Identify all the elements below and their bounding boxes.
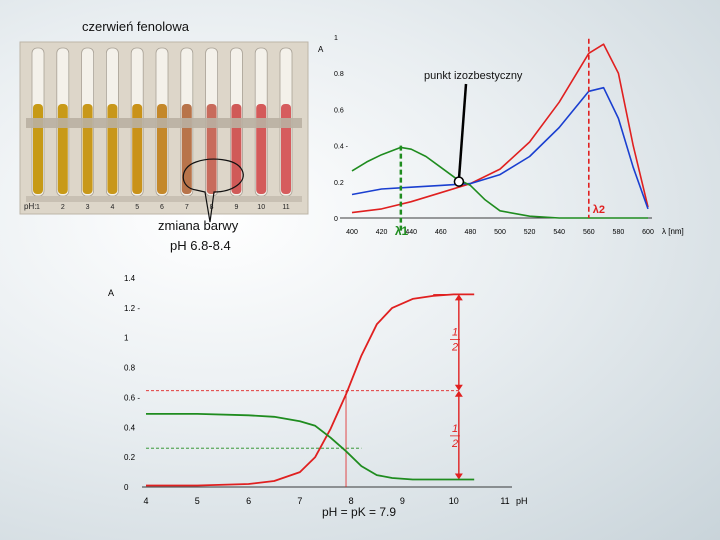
- lower-half-fraction-denominator: 2: [451, 438, 458, 450]
- ph-chart-x-tick: 6: [246, 496, 251, 506]
- ph-row-tick: 1: [36, 204, 40, 211]
- spectrum-x-tick: 560: [583, 229, 595, 236]
- ph-chart-series-line-2: [146, 413, 475, 481]
- spectrum-x-tick: 540: [553, 229, 565, 236]
- lambda2-label: λ2: [593, 204, 605, 216]
- spectrum-y-tick: 0: [334, 216, 338, 223]
- spectrum-x-tick: 580: [613, 229, 625, 236]
- ph-row-tick: 9: [234, 204, 238, 211]
- ph-row-ticks: 1 2 3 4 5 6 7 8 9 10 11: [36, 204, 290, 211]
- spectrum-x-tick: 600: [642, 229, 654, 236]
- ph-chart-y-tick: 0.8: [124, 364, 136, 373]
- upper-half-fraction-numerator: 1: [452, 327, 458, 339]
- ph-chart-y-tick: 1: [124, 334, 129, 343]
- ph-chart-y-tick: 0.6 -: [124, 393, 140, 402]
- spectrum-x-axis-label: λ [nm]: [662, 227, 684, 236]
- ph-chart-y-tick: 1.4: [124, 274, 136, 283]
- isosbestic-label: punkt izozbestyczny: [424, 70, 523, 82]
- spectrum-y-tick: 1: [334, 35, 338, 42]
- ph-row-tick: 5: [135, 204, 139, 211]
- ph-range-label: pH 6.8-8.4: [170, 238, 231, 253]
- spectrum-markers: λ1 λ2: [395, 38, 605, 238]
- ph-chart-x-tick: 4: [143, 496, 148, 506]
- ph-row-tick: 7: [185, 204, 189, 211]
- ph-chart-x-tick: 11: [500, 496, 509, 506]
- spectrum-y-tick: 0.6: [334, 107, 344, 114]
- rack-shelf: [26, 196, 302, 202]
- upper-half-arrow-head-bottom: [454, 384, 463, 391]
- ph-row-tick: 4: [110, 204, 114, 211]
- ph-row-tick: 2: [61, 204, 65, 211]
- spectrum-x-tick: 460: [435, 229, 447, 236]
- ph-chart-y-axis-label: A: [108, 288, 114, 298]
- ph-chart-x-tick: 7: [297, 496, 302, 506]
- ph-row-tick: 10: [257, 204, 265, 211]
- lower-half-arrow-head-bottom: [454, 473, 463, 480]
- isosbestic-pointer: [457, 83, 468, 180]
- color-change-label: zmiana barwy: [158, 218, 239, 233]
- ph-chart-series-line-1: [146, 293, 475, 487]
- spectrum-y-tick: 0.8: [334, 71, 344, 78]
- ph-chart-y-tick: 0.2: [124, 453, 136, 462]
- ph-chart-x-tick: 5: [195, 496, 200, 506]
- spectrum-ticks: 400 420 440 460 480 500 520 540 560 580 600 0 0.2 0.4…: [334, 35, 654, 236]
- lambda1-label: λ1: [395, 224, 409, 238]
- spectrum-y-tick: 0.4 -: [334, 144, 349, 151]
- ph-row-tick: 3: [86, 204, 90, 211]
- ph-chart-y-tick: 0: [124, 483, 129, 492]
- upper-half-fraction-denominator: 2: [451, 342, 458, 354]
- rack-bar: [26, 118, 302, 128]
- spectrum-series-line-1: [351, 43, 649, 214]
- upper-half-arrow-head-top: [454, 294, 463, 301]
- ph-chart-x-tick: 10: [449, 496, 459, 506]
- photo-title: czerwień fenolowa: [82, 19, 189, 34]
- ph-row-label: pH:: [24, 202, 36, 211]
- ph-chart-y-tick: 0.4: [124, 423, 136, 432]
- ph-row-tick: 6: [160, 204, 164, 211]
- callout-outline: [182, 158, 244, 223]
- isosbestic-marker: [453, 176, 465, 187]
- spectrum-x-tick: 520: [524, 229, 536, 236]
- ph-chart-x-axis-label: pH: [516, 496, 528, 506]
- spectrum-series-line-2: [351, 86, 649, 210]
- ph-chart-series: [146, 293, 475, 487]
- spectrum-y-axis-label: A: [318, 45, 324, 54]
- lower-half-arrow-head-top: [454, 390, 463, 397]
- spectrum-y-tick: 0.2: [334, 180, 344, 187]
- ph-chart-x-tick: 8: [349, 496, 354, 506]
- spectrum-x-tick: 400: [346, 229, 358, 236]
- spectrum-x-tick: 420: [376, 229, 388, 236]
- spectrum-x-tick: 440: [405, 229, 417, 236]
- spectrum-x-tick: 500: [494, 229, 506, 236]
- ph-pk-label: pH = pK = 7.9: [322, 505, 397, 519]
- ph-row-tick: 11: [282, 204, 289, 211]
- lower-half-fraction-numerator: 1: [452, 423, 458, 435]
- ph-chart-y-tick: 1.2 -: [124, 304, 140, 313]
- ph-chart-guides: 1 2 1 2: [146, 294, 463, 487]
- spectrum-x-tick: 480: [465, 229, 477, 236]
- ph-chart-x-tick: 9: [400, 496, 405, 506]
